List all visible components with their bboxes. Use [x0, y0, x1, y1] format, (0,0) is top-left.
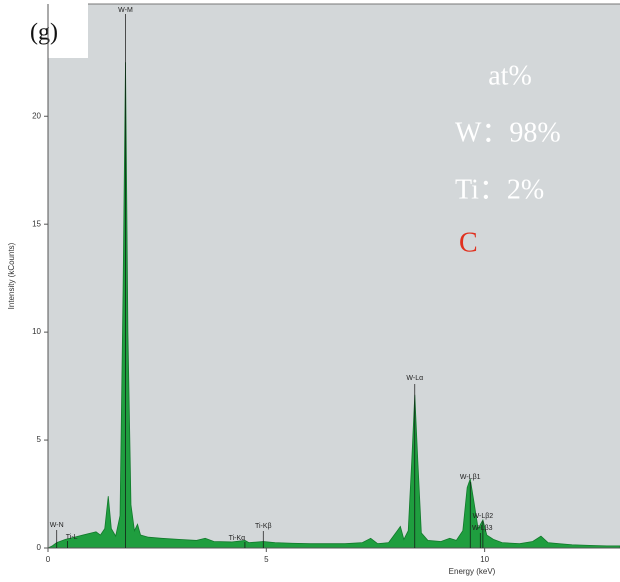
- spectrum-area: [47, 62, 620, 549]
- peak-label: W-Lβ2: [473, 513, 494, 520]
- annotation: Ti：2%: [455, 174, 544, 205]
- peak-label: W-Lβ1: [460, 474, 481, 481]
- y-tick-label: 15: [32, 219, 41, 228]
- peak-label: Ti-Kβ: [255, 523, 272, 530]
- x-tick-label: 5: [264, 555, 269, 564]
- annotation: at%: [488, 60, 532, 91]
- x-axis-label: Energy (keV): [449, 567, 496, 576]
- plot-area: [48, 4, 620, 548]
- annotation: C: [459, 227, 478, 258]
- peak-label: Ti-L: [66, 534, 78, 541]
- y-tick-label: 0: [37, 543, 42, 552]
- y-axis-label: Intensity (kCounts): [7, 242, 16, 309]
- annotation: W：98%: [455, 117, 561, 148]
- peak-label: W-N: [50, 522, 64, 529]
- y-tick-label: 5: [37, 435, 42, 444]
- x-tick-label: 10: [480, 555, 489, 564]
- peak-label: W-Lα: [406, 375, 423, 382]
- peak-label: W-M: [118, 7, 133, 14]
- panel-label-box: [0, 0, 88, 58]
- y-tick-label: 10: [32, 327, 41, 336]
- x-tick-label: 0: [46, 555, 51, 564]
- panel-label: (g): [30, 20, 58, 46]
- peak-label: W-Lβ3: [472, 525, 493, 532]
- peak-label: Ti-Kα: [229, 535, 246, 542]
- y-tick-label: 20: [32, 111, 41, 120]
